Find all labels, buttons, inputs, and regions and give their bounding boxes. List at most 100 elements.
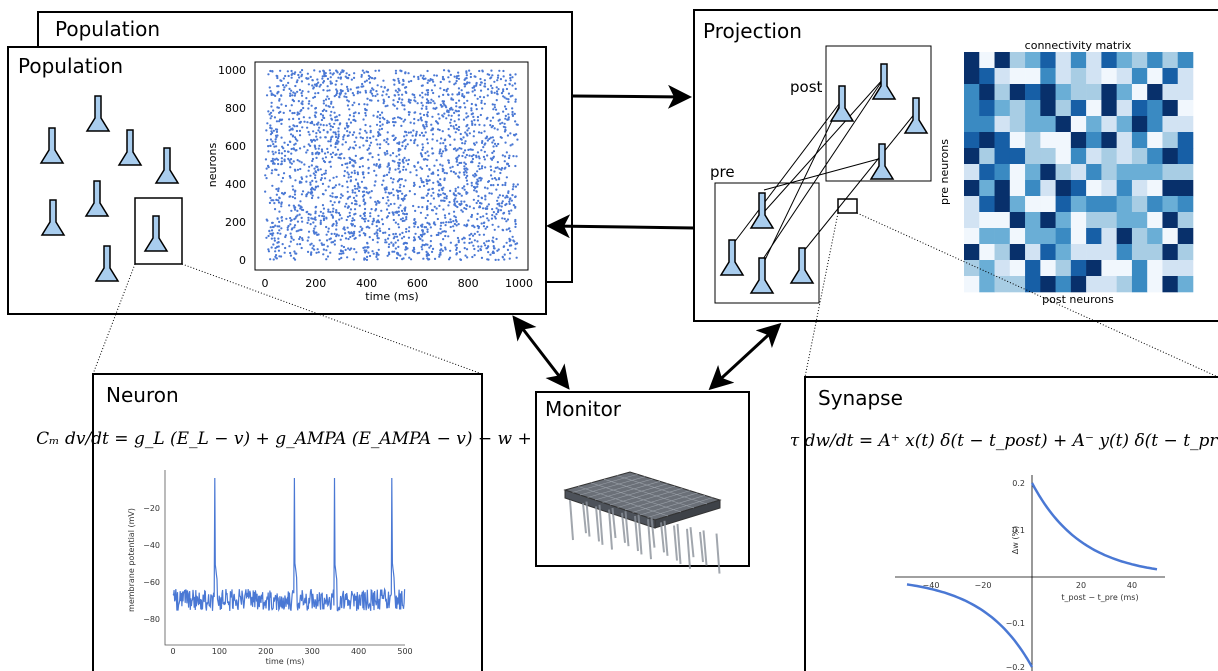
membrane-ytick-label: −60 [143, 578, 160, 587]
matrix-cell [1056, 196, 1072, 212]
matrix-cell [1086, 100, 1102, 116]
matrix-cell [1040, 276, 1056, 292]
matrix-cell [1040, 244, 1056, 260]
matrix-cell [1010, 148, 1026, 164]
raster-ylabel: neurons [206, 143, 219, 188]
pre-label: pre [710, 163, 735, 181]
matrix-cell [1040, 52, 1056, 68]
matrix-cell [1040, 260, 1056, 276]
matrix-cell [1086, 180, 1102, 196]
matrix-cell [1056, 228, 1072, 244]
matrix-cell [1162, 100, 1178, 116]
matrix-cell [1101, 212, 1117, 228]
matrix-cell [1117, 276, 1133, 292]
stdp-xtick-label: 40 [1127, 581, 1137, 590]
matrix-cell [1086, 84, 1102, 100]
matrix-cell [979, 276, 995, 292]
matrix-cell [1071, 84, 1087, 100]
projection-title: Projection [703, 19, 802, 43]
matrix-cell [1056, 260, 1072, 276]
neuron-box [93, 374, 482, 671]
matrix-cell [1147, 180, 1163, 196]
matrix-cell [1025, 132, 1041, 148]
arrow-to-projection [572, 96, 686, 97]
matrix-cell [1071, 180, 1087, 196]
matrix-cell [1178, 276, 1194, 292]
raster-ytick-label: 400 [225, 178, 246, 191]
membrane-ylabel: membrane potential (mV) [127, 508, 136, 612]
matrix-cell [1101, 84, 1117, 100]
matrix-cell [1162, 260, 1178, 276]
matrix-cell [1040, 148, 1056, 164]
stdp-ylabel: Δw (%) [1011, 526, 1020, 554]
matrix-cell [1071, 68, 1087, 84]
matrix-cell [979, 260, 995, 276]
matrix-cell [1071, 164, 1087, 180]
matrix-cell [995, 260, 1011, 276]
matrix-cell [1101, 132, 1117, 148]
matrix-cell [1010, 132, 1026, 148]
matrix-cell [964, 276, 980, 292]
matrix-cell [995, 180, 1011, 196]
matrix-cell [1178, 68, 1194, 84]
stdp-xtick-label: 20 [1076, 581, 1086, 590]
matrix-cell [995, 68, 1011, 84]
matrix-cell [1071, 148, 1087, 164]
matrix-cell [1147, 164, 1163, 180]
matrix-cell [1025, 100, 1041, 116]
matrix-cell [1162, 68, 1178, 84]
population-back-title: Population [55, 17, 160, 41]
matrix-cell [1162, 196, 1178, 212]
matrix-cell [1101, 52, 1117, 68]
matrix-cell [1071, 100, 1087, 116]
raster-ytick-label: 200 [225, 216, 246, 229]
matrix-cell [1010, 84, 1026, 100]
matrix-cell [995, 164, 1011, 180]
matrix-cell [1178, 244, 1194, 260]
matrix-cell [1010, 116, 1026, 132]
matrix-cell [1071, 196, 1087, 212]
matrix-cell [1086, 164, 1102, 180]
matrix-cell [1117, 84, 1133, 100]
matrix-cell [1071, 260, 1087, 276]
arrow-projection-monitor [713, 327, 777, 386]
raster-ytick-label: 0 [239, 254, 246, 267]
matrix-cell [1147, 228, 1163, 244]
matrix-cell [1178, 196, 1194, 212]
matrix-cell [964, 244, 980, 260]
matrix-cell [964, 68, 980, 84]
matrix-cell [1117, 212, 1133, 228]
matrix-cell [1071, 276, 1087, 292]
matrix-cell [979, 148, 995, 164]
matrix-cell [995, 276, 1011, 292]
matrix-cell [1117, 132, 1133, 148]
matrix-cell [1147, 244, 1163, 260]
matrix-cell [1040, 100, 1056, 116]
matrix-cell [979, 132, 995, 148]
raster-xtick-label: 600 [407, 277, 428, 290]
matrix-cell [979, 196, 995, 212]
matrix-cell [1147, 68, 1163, 84]
matrix-cell [1010, 68, 1026, 84]
matrix-cell [995, 212, 1011, 228]
matrix-cell [1040, 84, 1056, 100]
matrix-cell [1117, 260, 1133, 276]
membrane-ytick-label: −40 [143, 541, 160, 550]
matrix-cell [979, 212, 995, 228]
matrix-cell [1147, 276, 1163, 292]
matrix-title: connectivity matrix [1025, 39, 1132, 52]
matrix-cell [1117, 52, 1133, 68]
matrix-cell [1056, 100, 1072, 116]
stdp-xtick-label: −20 [975, 581, 992, 590]
matrix-cell [1025, 276, 1041, 292]
matrix-cell [1117, 244, 1133, 260]
membrane-xlabel: time (ms) [266, 657, 305, 666]
matrix-cell [1025, 84, 1041, 100]
matrix-cell [1010, 260, 1026, 276]
matrix-cell [1086, 52, 1102, 68]
matrix-cell [1147, 84, 1163, 100]
matrix-xlabel: post neurons [1042, 293, 1114, 306]
matrix-cell [1147, 260, 1163, 276]
matrix-cell [1056, 132, 1072, 148]
matrix-cell [1132, 260, 1148, 276]
